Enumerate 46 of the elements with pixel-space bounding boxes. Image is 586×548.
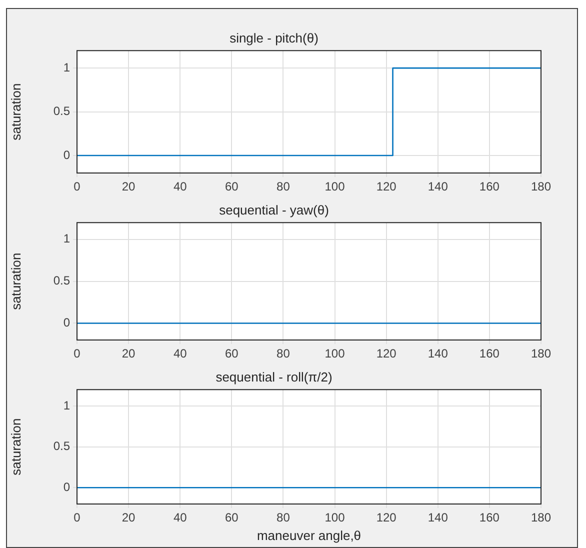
y-tick-label: 0.5 bbox=[53, 104, 70, 118]
y-tick-label: 0.5 bbox=[53, 439, 70, 454]
chart-title: sequential - yaw(θ) bbox=[219, 202, 329, 218]
y-tick-label: 0 bbox=[63, 316, 70, 330]
x-tick-label: 160 bbox=[479, 346, 500, 361]
x-tick-label: 100 bbox=[324, 180, 346, 194]
x-tick-label: 120 bbox=[376, 346, 397, 361]
x-tick-label: 0 bbox=[74, 346, 81, 361]
y-tick-label: 1 bbox=[63, 60, 70, 74]
x-tick-label: 60 bbox=[224, 510, 239, 525]
x-tick-label: 40 bbox=[173, 510, 188, 525]
x-tick-label: 160 bbox=[479, 510, 500, 525]
x-tick-label: 180 bbox=[530, 180, 552, 194]
x-tick-label: 100 bbox=[324, 346, 346, 361]
chart-title: single - pitch(θ) bbox=[230, 30, 318, 46]
x-tick-label: 0 bbox=[74, 510, 81, 525]
x-tick-label: 80 bbox=[276, 346, 290, 361]
y-tick-label: 0 bbox=[63, 148, 70, 162]
x-tick-label: 40 bbox=[173, 180, 188, 194]
y-tick-label: 1 bbox=[63, 398, 70, 412]
x-tick-label: 0 bbox=[74, 180, 81, 194]
x-tick-label: 20 bbox=[122, 346, 136, 361]
x-tick-label: 80 bbox=[276, 510, 290, 525]
x-tick-label: 120 bbox=[376, 510, 397, 525]
y-axis-title: saturation bbox=[8, 252, 24, 310]
x-tick-label: 140 bbox=[428, 346, 448, 361]
x-tick-label: 120 bbox=[376, 180, 397, 194]
x-tick-label: 20 bbox=[122, 180, 136, 194]
y-tick-label: 1 bbox=[63, 232, 70, 246]
x-tick-label: 80 bbox=[276, 180, 290, 194]
y-tick-label: 0.5 bbox=[53, 274, 70, 288]
x-tick-label: 140 bbox=[428, 180, 448, 194]
x-tick-label: 60 bbox=[224, 180, 239, 194]
x-tick-label: 100 bbox=[324, 510, 346, 525]
x-tick-label: 20 bbox=[122, 510, 136, 525]
x-tick-label: 40 bbox=[173, 346, 188, 361]
y-tick-label: 0 bbox=[63, 480, 70, 494]
y-axis-title: saturation bbox=[8, 83, 24, 140]
x-tick-label: 140 bbox=[428, 510, 448, 525]
x-axis-title: maneuver angle,θ bbox=[256, 528, 362, 543]
x-tick-label: 180 bbox=[530, 346, 552, 361]
x-tick-label: 180 bbox=[530, 510, 552, 525]
y-axis-title: saturation bbox=[8, 418, 24, 476]
chart-title: sequential - roll(π/2) bbox=[216, 369, 332, 384]
x-tick-label: 160 bbox=[479, 180, 500, 194]
x-tick-label: 60 bbox=[224, 346, 239, 361]
